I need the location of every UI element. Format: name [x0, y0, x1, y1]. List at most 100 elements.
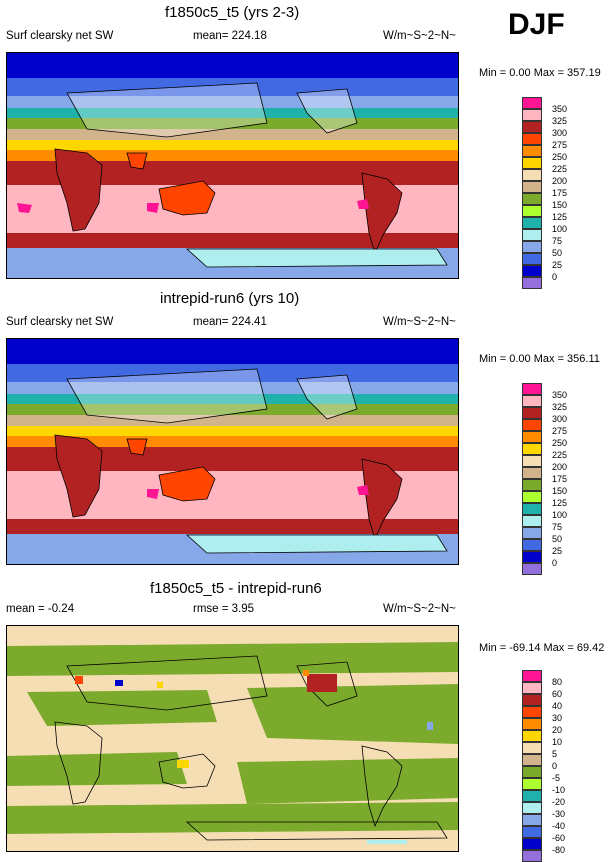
- band-north-100: [7, 394, 458, 404]
- hotspot-australia: [177, 760, 189, 768]
- swatch-1: [522, 109, 542, 121]
- patch-pacific-max: [357, 199, 369, 209]
- swatch-6: [522, 169, 542, 181]
- tick-label: 250: [552, 438, 568, 448]
- swatch-13: [522, 539, 542, 551]
- tick-label: 300: [552, 128, 568, 138]
- tick-label: 225: [552, 450, 568, 460]
- band-north-200: [7, 129, 458, 140]
- swatch-15: [522, 850, 542, 862]
- hotspot-eurasia-1: [75, 676, 83, 684]
- swatch-3: [522, 419, 542, 431]
- land-india: [126, 152, 148, 170]
- panel2-map-plot: [7, 339, 458, 564]
- land-africa: [54, 721, 103, 805]
- land-australia: [158, 466, 216, 502]
- patch-atlantic-max: [17, 203, 32, 213]
- tick-label: 0: [552, 272, 558, 282]
- land-north-america: [296, 88, 358, 134]
- swatch-10: [522, 790, 542, 802]
- swatch-11: [522, 515, 542, 527]
- diff-green-regions: [7, 642, 458, 834]
- tick-label: 0: [552, 761, 558, 771]
- panel1-units-label: W/m~S~2~N~: [383, 30, 456, 42]
- tick-label: 175: [552, 474, 568, 484]
- band-north-150: [7, 118, 458, 129]
- panel1-map: [6, 52, 459, 279]
- swatch-1: [522, 395, 542, 407]
- tick-label: 30: [552, 713, 563, 723]
- land-north-america: [296, 661, 358, 707]
- band-arctic: [7, 339, 458, 364]
- tick-label: 20: [552, 725, 563, 735]
- tick-label: 5: [552, 749, 558, 759]
- swatch-2: [522, 407, 542, 419]
- land-north-america: [296, 374, 358, 420]
- tick-label: -20: [552, 797, 566, 807]
- panel2-mean-label: mean= 224.41: [193, 316, 267, 328]
- tick-label: 60: [552, 689, 563, 699]
- band-subtropic-north: [7, 436, 458, 447]
- panel3-rmse-label: rmse = 3.95: [193, 603, 255, 615]
- swatch-12: [522, 814, 542, 826]
- swatch-5: [522, 157, 542, 169]
- hotspot-north-america-edge: [303, 670, 309, 676]
- tick-label: 175: [552, 188, 568, 198]
- land-australia: [158, 753, 216, 789]
- tick-label: -40: [552, 821, 566, 831]
- swatch-9: [522, 205, 542, 217]
- diff-region-tropic-west: [27, 690, 217, 726]
- swatch-8: [522, 479, 542, 491]
- hotspot-antarctic: [367, 840, 407, 844]
- swatch-0: [522, 97, 542, 109]
- swatch-13: [522, 253, 542, 265]
- tick-label: -80: [552, 845, 566, 855]
- tick-label: 150: [552, 200, 568, 210]
- tick-label: 125: [552, 212, 568, 222]
- tick-label: 40: [552, 701, 563, 711]
- swatch-7: [522, 754, 542, 766]
- panel2-variable-label: Surf clearsky net SW: [6, 316, 114, 328]
- swatch-14: [522, 265, 542, 277]
- band-north-150: [7, 404, 458, 415]
- swatch-8: [522, 193, 542, 205]
- swatch-12: [522, 241, 542, 253]
- tick-label: 200: [552, 176, 568, 186]
- swatch-14: [522, 551, 542, 563]
- hotspot-eurasia-3: [157, 682, 163, 688]
- swatch-2: [522, 121, 542, 133]
- diff-region-south-east: [237, 758, 458, 804]
- panel2-map: [6, 338, 459, 565]
- land-africa: [54, 434, 103, 518]
- swatch-8: [522, 766, 542, 778]
- diff-region-south-west: [7, 752, 187, 786]
- swatch-15: [522, 563, 542, 575]
- tick-label: 325: [552, 402, 568, 412]
- swatch-4: [522, 431, 542, 443]
- land-south-america: [361, 172, 403, 255]
- panel2-units-label: W/m~S~2~N~: [383, 316, 456, 328]
- band-north-225: [7, 426, 458, 436]
- swatch-3: [522, 706, 542, 718]
- land-eurasia: [66, 655, 268, 711]
- land-eurasia: [66, 82, 268, 138]
- swatch-9: [522, 491, 542, 503]
- band-north-100: [7, 108, 458, 118]
- tick-label: 25: [552, 546, 563, 556]
- swatch-6: [522, 455, 542, 467]
- swatch-10: [522, 503, 542, 515]
- tick-label: 350: [552, 104, 568, 114]
- panel1-land: [17, 82, 448, 268]
- tick-label: 10: [552, 737, 563, 747]
- swatch-1: [522, 682, 542, 694]
- band-arctic: [7, 53, 458, 78]
- swatch-11: [522, 802, 542, 814]
- panel3-min-max: Min = -69.14 Max = 69.42: [479, 642, 605, 654]
- land-south-america: [361, 458, 403, 541]
- diff-region-southern-ocean: [7, 802, 458, 834]
- band-high-north: [7, 364, 458, 382]
- tick-label: 125: [552, 498, 568, 508]
- panel2-title: intrepid-run6 (yrs 10): [160, 290, 300, 307]
- panel2-min-max: Min = 0.00 Max = 356.11: [479, 353, 600, 365]
- swatch-3: [522, 133, 542, 145]
